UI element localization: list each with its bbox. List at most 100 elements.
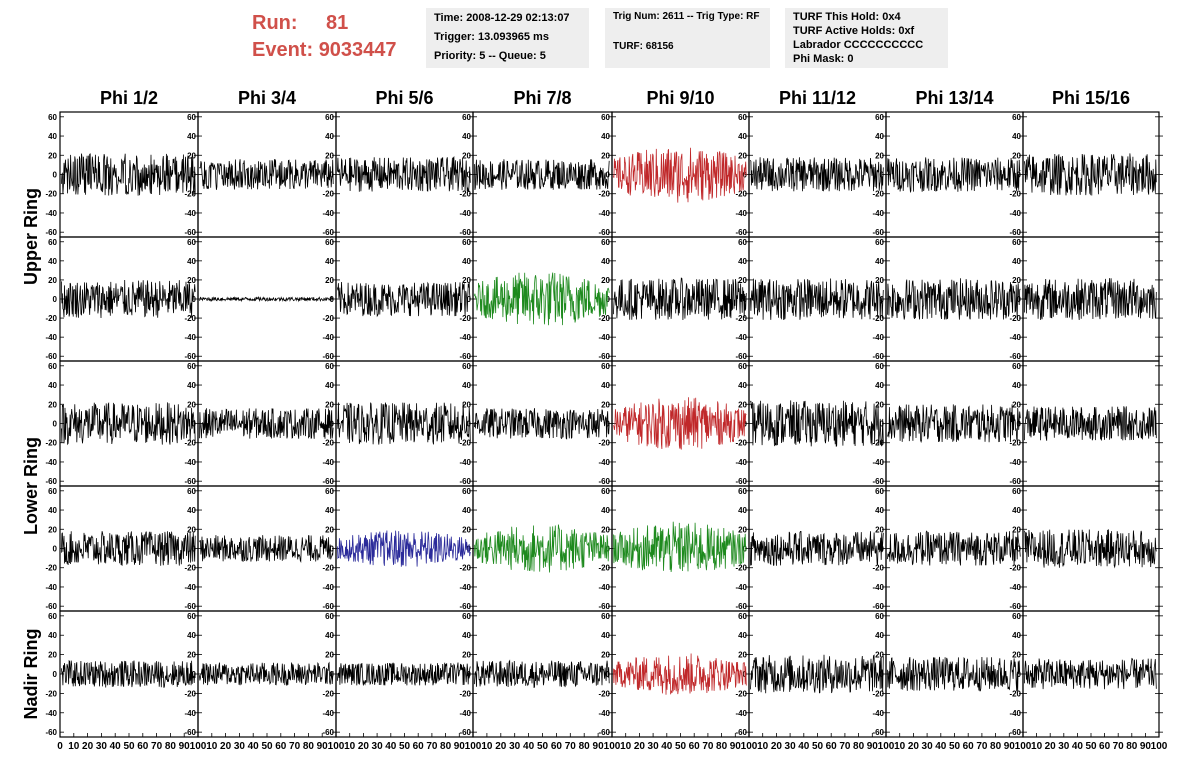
y-tick-label: -60 <box>459 477 471 486</box>
y-tick-label: 40 <box>738 381 747 390</box>
x-tick-label: 80 <box>853 741 865 752</box>
waveform-trace <box>1024 529 1157 569</box>
x-tick-label: 90 <box>454 741 466 752</box>
x-tick-label: 70 <box>426 741 438 752</box>
y-tick-label: 20 <box>1012 525 1021 534</box>
y-tick-label: 60 <box>601 362 610 371</box>
y-tick-label: 40 <box>325 257 334 266</box>
y-tick-label: -60 <box>872 352 884 361</box>
y-tick-label: -20 <box>735 564 747 573</box>
y-tick-label: 0 <box>53 545 58 554</box>
y-tick-label: -60 <box>45 228 57 237</box>
run-line: Run: 81 <box>252 10 397 37</box>
y-tick-label: 40 <box>738 631 747 640</box>
y-tick-label: -40 <box>322 583 334 592</box>
y-tick-label: 60 <box>1012 113 1021 122</box>
x-tick-label: 10 <box>481 741 493 752</box>
y-tick-label: -20 <box>459 314 471 323</box>
y-tick-label: 0 <box>192 670 197 679</box>
x-tick-label: 40 <box>661 741 673 752</box>
y-tick-label: -40 <box>598 709 610 718</box>
y-tick-label: 20 <box>187 276 196 285</box>
y-tick-label: 40 <box>875 132 884 141</box>
y-tick-label: 20 <box>187 651 196 660</box>
y-tick-label: -40 <box>1009 709 1021 718</box>
y-tick-label: 0 <box>192 171 197 180</box>
y-tick-label: -40 <box>322 458 334 467</box>
waveform-trace <box>887 157 1021 194</box>
x-tick-label: 90 <box>593 741 605 752</box>
y-tick-label: -20 <box>459 190 471 199</box>
y-tick-label: -20 <box>322 439 334 448</box>
y-tick-label: -40 <box>735 209 747 218</box>
y-tick-label: -20 <box>598 689 610 698</box>
y-tick-label: 40 <box>325 381 334 390</box>
run-value: 81 <box>326 12 349 34</box>
x-tick-label: 60 <box>551 741 563 752</box>
y-tick-label: -60 <box>1009 352 1021 361</box>
y-tick-label: 60 <box>1012 238 1021 247</box>
waveform-trace <box>1024 278 1157 321</box>
y-tick-label: 40 <box>462 132 471 141</box>
x-tick-label: 80 <box>165 741 177 752</box>
x-tick-label: 100 <box>465 741 482 752</box>
y-tick-label: 60 <box>875 362 884 371</box>
y-tick-label: -60 <box>872 728 884 737</box>
y-tick-label: -20 <box>872 314 884 323</box>
y-tick-label: 20 <box>48 525 57 534</box>
y-tick-label: -40 <box>735 709 747 718</box>
y-tick-label: 40 <box>601 506 610 515</box>
y-tick-label: -20 <box>872 564 884 573</box>
y-tick-label: 60 <box>875 612 884 621</box>
y-tick-label: 60 <box>601 487 610 496</box>
x-tick-label: 50 <box>949 741 961 752</box>
y-tick-label: -40 <box>45 709 57 718</box>
y-tick-label: -40 <box>735 458 747 467</box>
y-tick-label: 60 <box>601 113 610 122</box>
column-header: Phi 7/8 <box>513 88 571 108</box>
y-tick-label: -60 <box>598 728 610 737</box>
waveform-trace <box>61 153 196 196</box>
y-tick-label: 0 <box>606 295 611 304</box>
y-tick-label: 20 <box>462 651 471 660</box>
y-tick-label: 40 <box>1012 631 1021 640</box>
x-tick-label: 60 <box>963 741 975 752</box>
y-tick-label: -60 <box>598 602 610 611</box>
x-tick-label: 80 <box>716 741 728 752</box>
x-tick-label: 90 <box>179 741 191 752</box>
y-tick-label: -20 <box>45 190 57 199</box>
y-tick-label: 0 <box>53 420 58 429</box>
y-tick-label: -60 <box>184 477 196 486</box>
y-tick-label: -60 <box>322 228 334 237</box>
y-tick-label: 40 <box>462 631 471 640</box>
y-tick-label: 60 <box>462 487 471 496</box>
priority-text: Priority: 5 -- Queue: 5 <box>434 50 546 62</box>
y-tick-label: -60 <box>322 728 334 737</box>
time-info-panel: Time: 2008-12-29 02:13:07 Trigger: 13.09… <box>426 8 589 68</box>
column-header: Phi 5/6 <box>375 88 433 108</box>
x-tick-label: 30 <box>648 741 660 752</box>
y-tick-label: -60 <box>184 602 196 611</box>
y-tick-label: 20 <box>325 525 334 534</box>
x-tick-label: 100 <box>190 741 207 752</box>
y-tick-label: -40 <box>459 709 471 718</box>
y-tick-label: -60 <box>872 602 884 611</box>
y-tick-label: 0 <box>53 171 58 180</box>
waveform-trace <box>750 157 884 192</box>
y-tick-label: 60 <box>48 113 57 122</box>
x-tick-label: 40 <box>798 741 810 752</box>
x-tick-label: 100 <box>328 741 345 752</box>
ring-label: Nadir Ring <box>21 628 41 719</box>
y-tick-label: -20 <box>322 190 334 199</box>
x-tick-label: 40 <box>1072 741 1084 752</box>
y-tick-label: 60 <box>325 238 334 247</box>
x-tick-label: 70 <box>976 741 988 752</box>
x-tick-label: 70 <box>1113 741 1125 752</box>
x-tick-label: 80 <box>579 741 591 752</box>
time-text: Time: 2008-12-29 02:13:07 <box>434 12 570 24</box>
y-tick-label: 20 <box>738 525 747 534</box>
y-tick-label: 60 <box>738 113 747 122</box>
y-tick-label: 40 <box>1012 381 1021 390</box>
waveform-trace <box>199 535 334 563</box>
